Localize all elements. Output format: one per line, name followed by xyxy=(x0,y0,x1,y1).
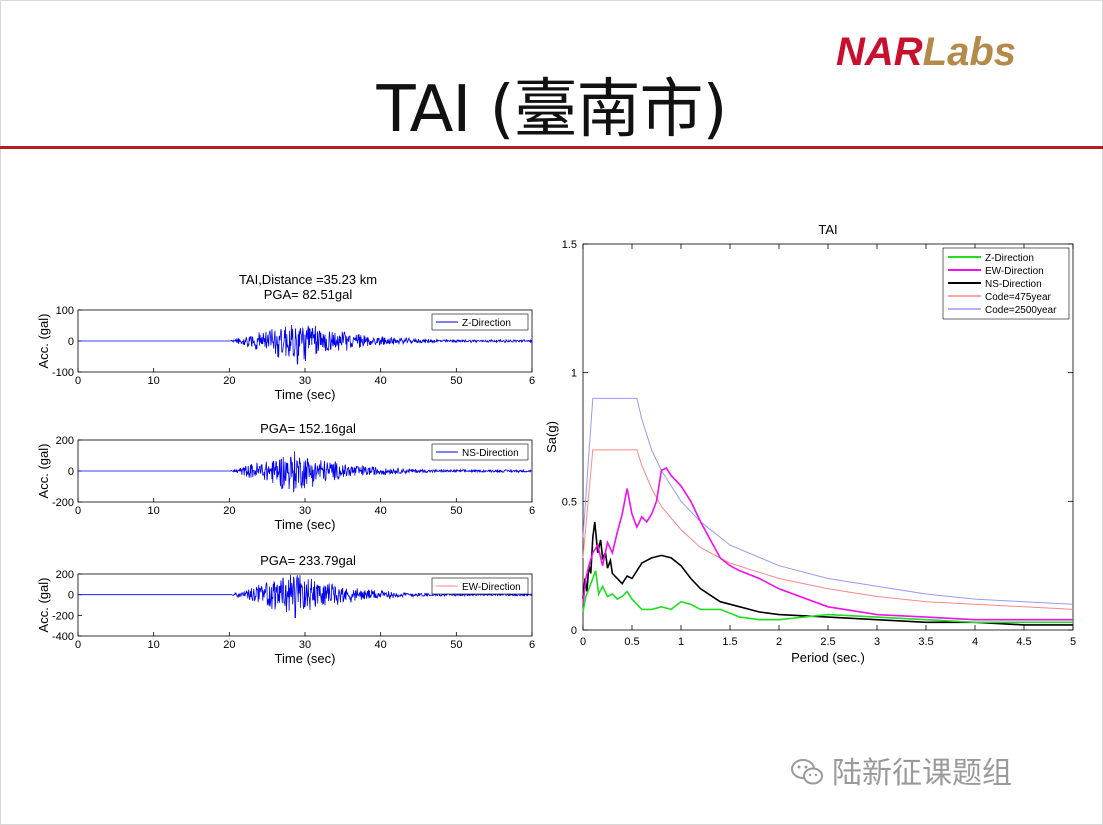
y-tick-label: -200 xyxy=(52,610,74,622)
history-title: PGA= 152.16gal xyxy=(260,421,356,436)
x-tick-label: 5 xyxy=(1070,636,1076,648)
response-spectrum-chart: TAI 1.5 1 0.5 00 0.5 1 1.5 2 2.5 3 3.5 4 4.5 5 Period (… xyxy=(544,222,1076,665)
y-axis-label: Acc. (gal) xyxy=(36,444,51,499)
legend-label: Z-Direction xyxy=(462,318,511,329)
logo-secondary: Labs xyxy=(922,30,1017,74)
series-line-ew-direction xyxy=(582,466,1073,621)
y-tick-label: -400 xyxy=(52,631,74,643)
y-tick-label: 0 xyxy=(68,466,74,478)
x-tick-label: 4 xyxy=(972,636,978,648)
y-tick-label: 0 xyxy=(571,625,577,637)
x-tick-label: 3 xyxy=(874,636,880,648)
x-axis-label: Time (sec) xyxy=(275,387,336,402)
x-tick-label: 50 xyxy=(450,505,462,517)
wechat-icon xyxy=(791,759,823,785)
x-tick-label: 30 xyxy=(299,505,311,517)
y-tick-label: -200 xyxy=(52,497,74,509)
watermark: 陆新征课题组 xyxy=(790,748,1012,792)
legend-box xyxy=(431,577,529,595)
series-line-code-2500year xyxy=(582,397,1074,605)
x-tick-label: 50 xyxy=(450,639,462,651)
x-tick-label: 0 xyxy=(75,375,81,387)
x-tick-label: 0 xyxy=(75,505,81,517)
x-tick-label: 40 xyxy=(375,639,387,651)
series-line-code-475year xyxy=(582,449,1074,610)
x-axis-label: Period (sec.) xyxy=(791,650,865,665)
x-tick-label: 20 xyxy=(223,639,235,651)
x-tick-label: 6 xyxy=(529,375,535,387)
watermark-text: 陆新征课题组 xyxy=(832,756,1012,791)
legend-label: NS-Direction xyxy=(985,279,1042,290)
x-tick-label: 20 xyxy=(223,505,235,517)
x-tick-label: 4.5 xyxy=(1016,636,1031,648)
title-rule xyxy=(0,146,1103,149)
x-tick-label: 50 xyxy=(450,375,462,387)
x-tick-label: 1.5 xyxy=(722,636,737,648)
x-tick-label: 3.5 xyxy=(918,636,933,648)
x-tick-label: 6 xyxy=(529,505,535,517)
y-tick-label: 100 xyxy=(56,305,74,317)
waveform-line xyxy=(78,324,532,365)
y-axis-label: Acc. (gal) xyxy=(36,578,51,633)
x-tick-label: 0 xyxy=(580,636,586,648)
y-tick-label: -100 xyxy=(52,367,74,379)
x-tick-label: 2.5 xyxy=(820,636,835,648)
y-tick-label: 0 xyxy=(68,590,74,602)
x-tick-label: 6 xyxy=(529,639,535,651)
narlabs-logo: NARLabs xyxy=(836,30,1016,75)
logo-primary: NAR xyxy=(836,30,923,74)
legend-box xyxy=(431,443,529,461)
y-tick-label: 0 xyxy=(68,336,74,348)
y-tick-label: 1.5 xyxy=(562,239,577,251)
x-tick-label: 10 xyxy=(148,639,160,651)
x-tick-label: 30 xyxy=(299,639,311,651)
series-line-ns-direction xyxy=(582,521,1073,626)
legend-label: Code=475year xyxy=(985,292,1052,303)
x-tick-label: 40 xyxy=(375,505,387,517)
x-tick-label: 2 xyxy=(776,636,782,648)
series-line-z-direction xyxy=(582,570,1073,624)
x-tick-label: 10 xyxy=(148,375,160,387)
history-title: PGA= 233.79gal xyxy=(260,553,356,568)
y-tick-label: 1 xyxy=(571,368,577,380)
legend-label: Code=2500year xyxy=(985,305,1057,316)
x-tick-label: 1 xyxy=(678,636,684,648)
legend-label: NS-Direction xyxy=(462,448,519,459)
y-axis-label: Acc. (gal) xyxy=(36,314,51,369)
history-subtitle: PGA= 82.51gal xyxy=(264,287,353,302)
waveform-line xyxy=(78,451,532,493)
y-axis-label: Sa(g) xyxy=(544,421,559,453)
y-tick-label: 0.5 xyxy=(562,496,577,508)
spectrum-title: TAI xyxy=(818,222,837,237)
x-tick-label: 30 xyxy=(299,375,311,387)
legend-label: EW-Direction xyxy=(985,266,1044,277)
waveform-line xyxy=(78,574,532,618)
history-title: TAI,Distance =35.23 km xyxy=(239,272,377,287)
y-tick-label: 200 xyxy=(56,435,74,447)
x-tick-label: 0.5 xyxy=(624,636,639,648)
legend-label: EW-Direction xyxy=(462,582,521,593)
x-tick-label: 20 xyxy=(223,375,235,387)
x-tick-label: 40 xyxy=(375,375,387,387)
legend-label: Z-Direction xyxy=(985,253,1034,264)
x-axis-label: Time (sec) xyxy=(275,517,336,532)
legend-box xyxy=(431,313,529,331)
y-tick-label: 200 xyxy=(56,569,74,581)
slide-title: TAI (臺南市) xyxy=(376,73,727,147)
x-axis-label: Time (sec) xyxy=(275,651,336,666)
x-tick-label: 0 xyxy=(75,639,81,651)
x-tick-label: 10 xyxy=(148,505,160,517)
